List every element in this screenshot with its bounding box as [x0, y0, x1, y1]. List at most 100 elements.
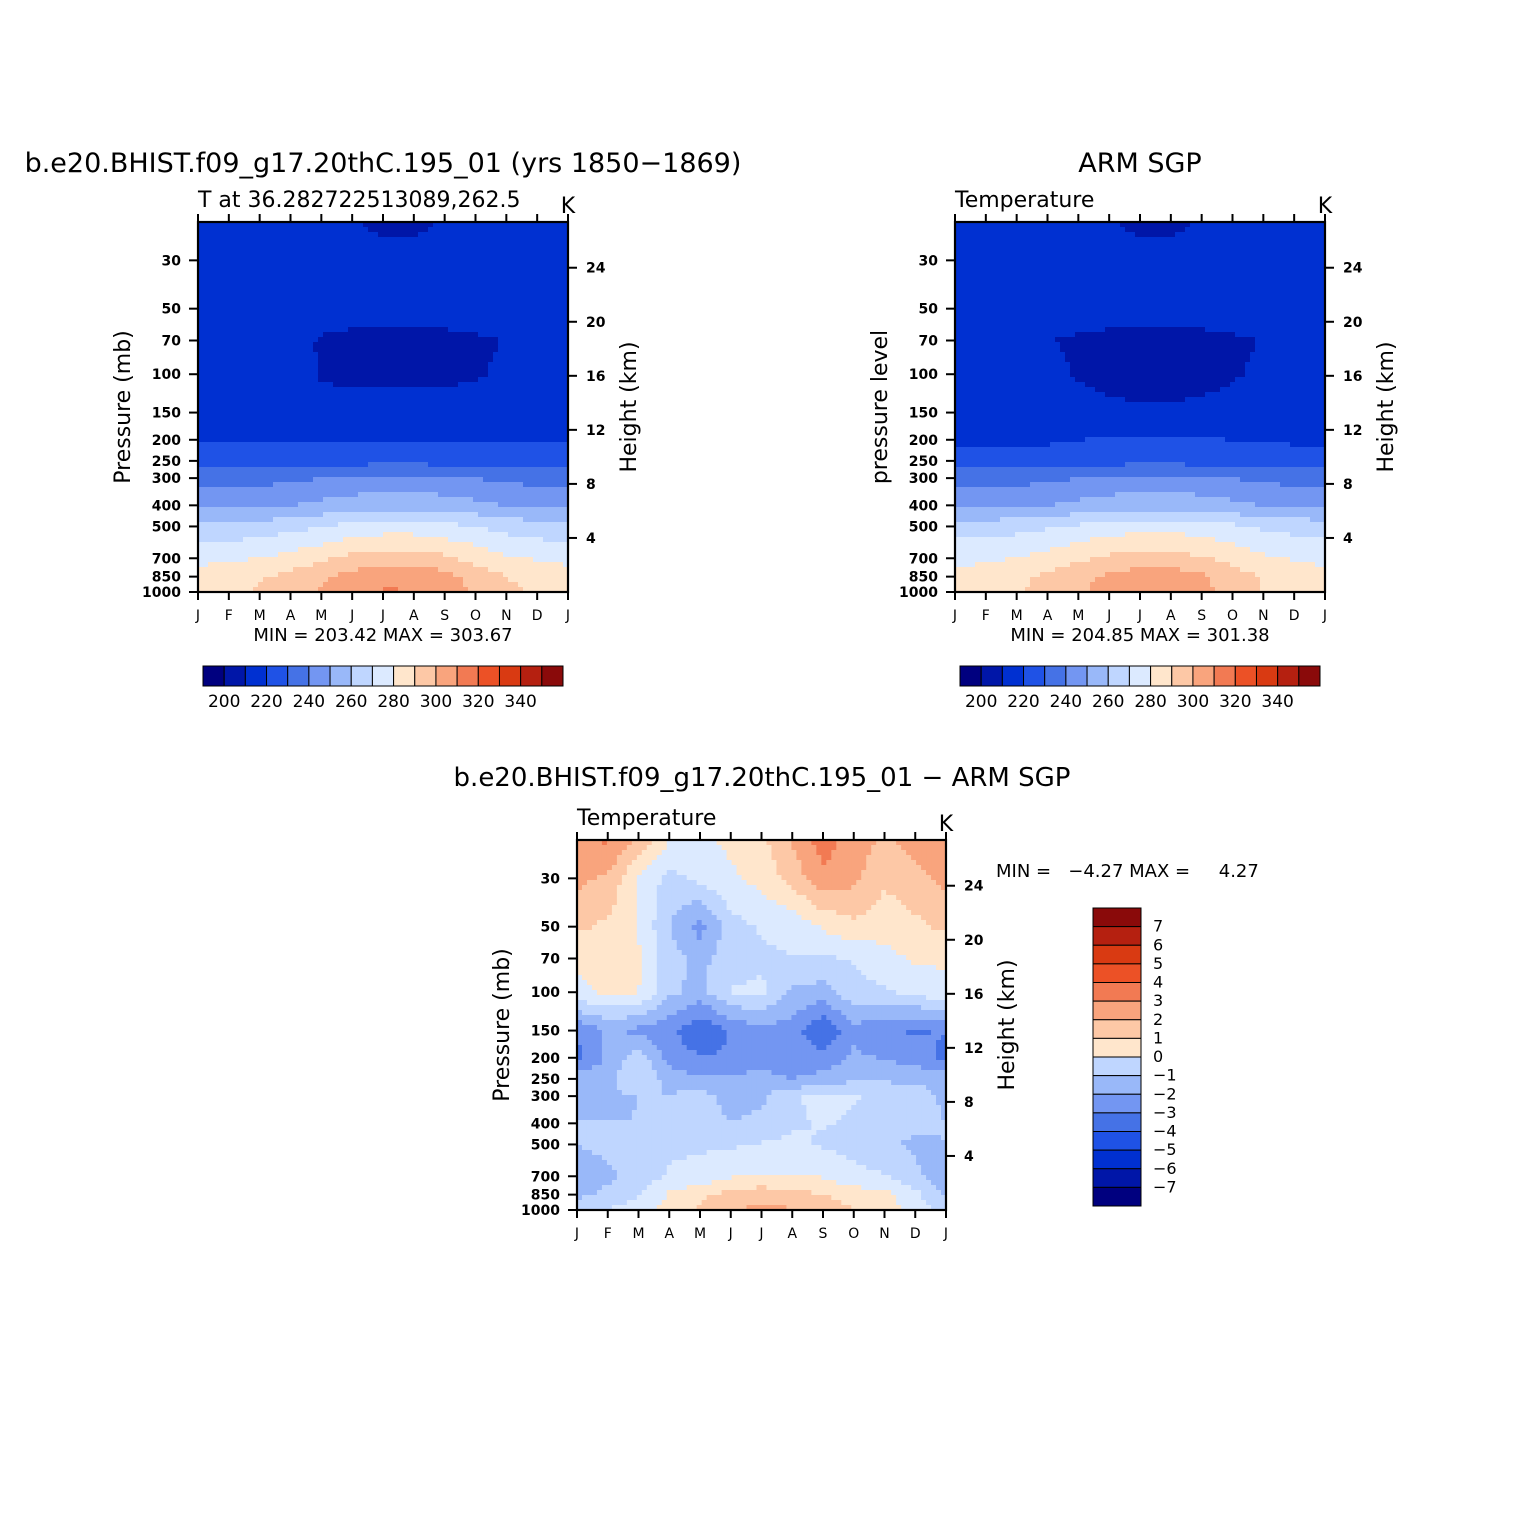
contour-cell [263, 322, 269, 328]
contour-cell [283, 272, 289, 278]
contour-cell [523, 337, 529, 343]
contour-cell [293, 537, 299, 543]
contour-cell [348, 272, 354, 278]
contour-cell [353, 512, 359, 518]
contour-cell [363, 252, 369, 258]
contour-cell [253, 282, 259, 288]
contour-cell [198, 292, 204, 298]
contour-cell [463, 332, 469, 338]
contour-cell [358, 367, 364, 373]
contour-cell [443, 237, 449, 243]
contour-cell [488, 342, 494, 348]
contour-cell [513, 367, 519, 373]
contour-cell [348, 472, 354, 478]
contour-cell [353, 452, 359, 458]
contour-cell [198, 257, 204, 263]
contour-cell [468, 272, 474, 278]
contour-cell [303, 427, 309, 433]
contour-cell [343, 502, 349, 508]
contour-cell [293, 442, 299, 448]
contour-cell [428, 277, 434, 283]
contour-cell [533, 407, 539, 413]
contour-cell [393, 477, 399, 483]
contour-cell [283, 317, 289, 323]
contour-cell [488, 222, 494, 228]
contour-cell [228, 447, 234, 453]
contour-cell [333, 362, 339, 368]
contour-cell [388, 507, 394, 513]
contour-cell [463, 422, 469, 428]
contour-cell [358, 422, 364, 428]
contour-cell [408, 312, 414, 318]
contour-cell [533, 392, 539, 398]
contour-cell [298, 512, 304, 518]
contour-cell [398, 292, 404, 298]
contour-cell [208, 357, 214, 363]
contour-cell [213, 437, 219, 443]
contour-cell [348, 407, 354, 413]
contour-cell [278, 362, 284, 368]
contour-cell [298, 357, 304, 363]
contour-cell [408, 277, 414, 283]
contour-cell [268, 407, 274, 413]
contour-cell [203, 532, 209, 538]
contour-cell [283, 242, 289, 248]
contour-cell [413, 397, 419, 403]
contour-cell [218, 452, 224, 458]
contour-cell [388, 252, 394, 258]
contour-cell [313, 367, 319, 373]
contour-cell [423, 292, 429, 298]
contour-cell [308, 302, 314, 308]
contour-cell [373, 502, 379, 508]
contour-cell [538, 537, 544, 543]
contour-cell [203, 417, 209, 423]
contour-cell [323, 422, 329, 428]
contour-cell [463, 457, 469, 463]
contour-cell [263, 477, 269, 483]
contour-cell [373, 527, 379, 533]
contour-cell [318, 262, 324, 268]
contour-cell [528, 392, 534, 398]
contour-cell [198, 282, 204, 288]
contour-cell [253, 247, 259, 253]
contour-cell [313, 422, 319, 428]
contour-cell [443, 477, 449, 483]
contour-cell [308, 482, 314, 488]
contour-cell [363, 417, 369, 423]
contour-cell [458, 542, 464, 548]
contour-cell [563, 262, 569, 268]
contour-cell [348, 487, 354, 493]
contour-cell [323, 387, 329, 393]
contour-cell [318, 472, 324, 478]
contour-cell [423, 542, 429, 548]
contour-cell [478, 452, 484, 458]
contour-cell [538, 347, 544, 353]
contour-cell [453, 302, 459, 308]
contour-cell [388, 377, 394, 383]
contour-cell [388, 427, 394, 433]
contour-cell [473, 317, 479, 323]
contour-cell [283, 222, 289, 228]
contour-cell [413, 277, 419, 283]
contour-cell [208, 222, 214, 228]
contour-cell [273, 462, 279, 468]
contour-cell [213, 517, 219, 523]
contour-cell [418, 417, 424, 423]
contour-cell [408, 367, 414, 373]
contour-cell [218, 317, 224, 323]
contour-cell [493, 267, 499, 273]
contour-cell [288, 382, 294, 388]
contour-cell [423, 342, 429, 348]
contour-cell [378, 282, 384, 288]
contour-cell [228, 442, 234, 448]
contour-cell [418, 482, 424, 488]
contour-cell [423, 367, 429, 373]
contour-cell [553, 457, 559, 463]
contour-cell [273, 412, 279, 418]
contour-cell [303, 472, 309, 478]
contour-cell [243, 462, 249, 468]
contour-cell [228, 467, 234, 473]
contour-cell [288, 317, 294, 323]
contour-cell [258, 437, 264, 443]
contour-cell [368, 437, 374, 443]
